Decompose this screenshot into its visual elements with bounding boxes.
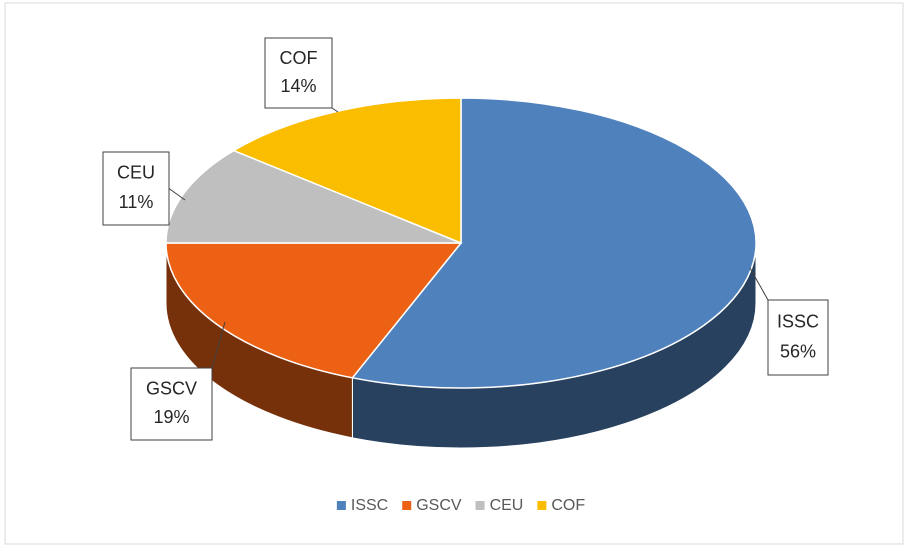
label-category: COF <box>280 48 318 68</box>
label-value: 14% <box>280 76 316 96</box>
slice <box>165 242 463 379</box>
label-category: CEU <box>117 163 155 183</box>
label-box <box>264 37 333 109</box>
label-value: 19% <box>153 407 189 427</box>
label-box <box>130 367 213 441</box>
legend-swatch <box>402 501 412 510</box>
leader-line <box>331 107 339 113</box>
label-category: GSCV <box>146 378 197 398</box>
label-value: 56% <box>780 341 816 361</box>
leader-line <box>211 321 226 369</box>
leader-line <box>168 188 186 201</box>
legend-label: CEU <box>490 497 524 514</box>
legend-swatch <box>537 501 547 510</box>
legend-label: ISSC <box>351 497 388 514</box>
legend-swatch <box>475 501 485 510</box>
legend-label: GSCV <box>416 497 462 514</box>
label-value: 11% <box>119 192 154 212</box>
legend-swatch <box>336 501 346 510</box>
legend: ISSC GSCV CEU COF <box>336 497 585 514</box>
legend-label: COF <box>551 497 585 514</box>
label-box <box>102 151 170 226</box>
slice <box>165 149 462 244</box>
slice <box>232 97 462 245</box>
label-category: ISSC <box>777 311 819 331</box>
leader-line <box>749 267 769 301</box>
label-box <box>767 299 829 376</box>
